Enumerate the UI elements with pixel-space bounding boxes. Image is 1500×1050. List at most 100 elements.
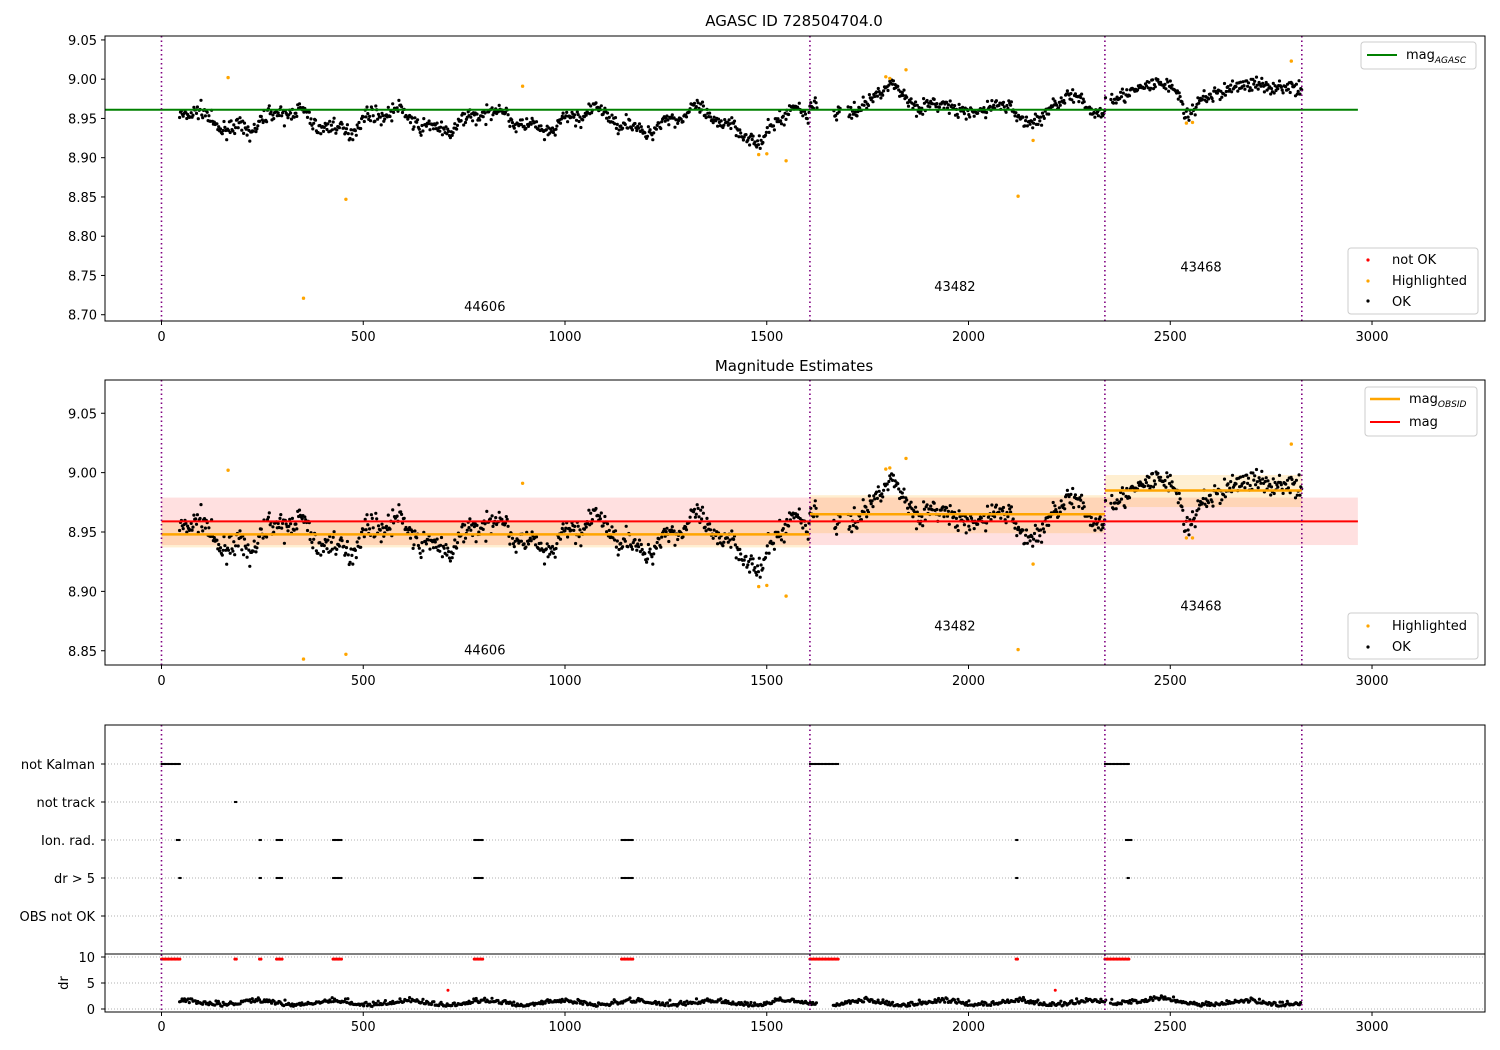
dr-point	[870, 998, 874, 1002]
ok-point	[871, 100, 875, 104]
dr-point	[1058, 1002, 1062, 1006]
ok-point	[1001, 505, 1006, 510]
ok-point	[271, 113, 275, 117]
ok-point	[1194, 513, 1198, 517]
ok-point	[755, 145, 759, 149]
ok-point	[1009, 100, 1014, 104]
ok-point	[1073, 493, 1077, 497]
ok-point	[397, 503, 401, 507]
ok-point	[438, 549, 442, 553]
ok-point	[1080, 92, 1084, 96]
ok-point	[1201, 94, 1205, 98]
ok-point	[708, 115, 713, 119]
ok-point	[1094, 517, 1098, 521]
ok-point	[1047, 523, 1051, 528]
ok-point	[741, 563, 746, 567]
dr-point	[362, 1004, 366, 1008]
ok-point	[1166, 475, 1170, 479]
ok-point	[455, 127, 459, 131]
ok-point	[1223, 93, 1227, 97]
ok-point	[610, 113, 614, 117]
dr-point	[966, 1003, 970, 1008]
ok-point	[453, 122, 457, 126]
ok-point	[1081, 501, 1085, 505]
ok-point	[442, 546, 446, 550]
ok-point	[514, 130, 518, 134]
ok-point	[328, 119, 332, 123]
ok-point	[581, 118, 585, 122]
ok-point	[236, 544, 240, 548]
ok-point	[573, 524, 577, 529]
ok-point	[1229, 83, 1233, 87]
ok-point	[708, 111, 712, 115]
dr-point	[748, 1003, 752, 1007]
ok-point	[1005, 103, 1009, 108]
ok-point	[583, 522, 587, 526]
ok-point	[451, 552, 455, 556]
ok-point	[242, 121, 247, 125]
ok-point	[1014, 521, 1018, 525]
ok-point	[1290, 82, 1294, 86]
ok-point	[1245, 473, 1249, 477]
dr-point	[887, 1000, 891, 1004]
ok-point	[1272, 491, 1276, 496]
ok-point	[278, 516, 282, 521]
ok-point	[1114, 507, 1118, 511]
ok-point	[930, 508, 935, 512]
dr-point	[891, 1000, 895, 1004]
highlighted-point	[1289, 442, 1294, 446]
ok-point	[737, 558, 741, 562]
dr-point	[248, 998, 252, 1002]
dr-point	[880, 1001, 884, 1005]
ok-point	[1266, 479, 1270, 483]
ok-point	[684, 525, 688, 529]
ok-point	[1210, 500, 1214, 504]
ok-point	[1001, 509, 1005, 513]
dr-point	[1223, 1002, 1228, 1006]
flag-point	[837, 762, 840, 766]
ok-point	[648, 128, 652, 132]
ok-point	[1093, 528, 1097, 532]
ok-point	[738, 547, 742, 552]
flag-point	[281, 838, 284, 842]
dr-point	[1285, 999, 1289, 1003]
ok-point	[551, 130, 556, 135]
ok-point	[1271, 81, 1275, 85]
ok-point	[835, 522, 840, 526]
ok-point	[610, 525, 614, 529]
ok-point	[510, 121, 515, 125]
ok-point	[945, 106, 950, 110]
ok-point	[1153, 85, 1157, 89]
dr-point	[346, 997, 350, 1001]
dr-point	[791, 997, 796, 1002]
ok-point	[846, 105, 850, 109]
ok-point	[1040, 540, 1044, 544]
x-tick-label: 2500	[1154, 674, 1187, 689]
ok-point	[277, 113, 281, 118]
flag-point	[481, 838, 484, 842]
ok-point	[229, 119, 233, 123]
ok-point	[605, 530, 609, 534]
ok-point	[637, 122, 642, 126]
ok-point	[247, 548, 251, 552]
ok-point	[178, 115, 182, 120]
ok-point	[619, 541, 623, 546]
highlighted-point	[1190, 120, 1195, 125]
ok-point	[1038, 534, 1042, 538]
ok-point	[726, 540, 730, 544]
ok-point	[254, 550, 258, 554]
ok-point	[1200, 97, 1204, 101]
ok-point	[207, 526, 211, 530]
ok-point	[738, 128, 742, 132]
ok-point	[1165, 471, 1169, 475]
ok-point	[194, 522, 199, 526]
dr-point	[628, 996, 632, 1000]
flag-point	[259, 876, 263, 880]
ok-point	[654, 127, 659, 131]
ok-point	[506, 524, 510, 528]
ok-point	[340, 539, 344, 543]
dr-point	[751, 1004, 756, 1008]
ok-point	[932, 97, 936, 101]
ok-point	[366, 112, 370, 116]
ok-point	[1197, 507, 1201, 511]
